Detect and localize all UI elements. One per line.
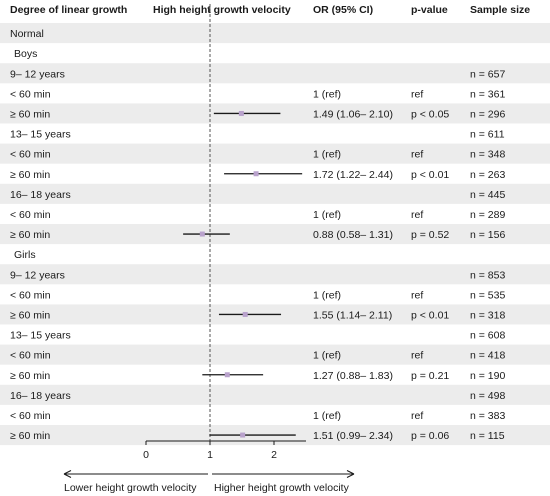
or-value: 1 (ref) (313, 410, 341, 422)
row-label: < 60 min (10, 149, 51, 161)
or-value: 1.72 (1.22– 2.44) (313, 169, 393, 181)
row-band (0, 143, 550, 164)
row-label: 9– 12 years (10, 269, 65, 281)
arrow-left (63, 470, 208, 478)
header-p: p-value (411, 4, 448, 16)
row-label: ≥ 60 min (10, 309, 50, 321)
p-value: p = 0.06 (411, 430, 449, 442)
p-value: ref (411, 209, 423, 221)
sample-size: n = 190 (470, 370, 505, 382)
row-band (0, 264, 550, 285)
x-tick-label: 2 (271, 449, 277, 461)
sample-size: n = 263 (470, 169, 505, 181)
or-value: 1 (ref) (313, 289, 341, 301)
sample-size: n = 853 (470, 269, 505, 281)
row-label: Boys (14, 48, 37, 60)
arrow-left-label: Lower height growth velocity (64, 482, 197, 494)
p-value: ref (411, 350, 423, 362)
estimate-point (253, 171, 259, 177)
p-value: ref (411, 149, 423, 161)
p-value: p = 0.52 (411, 229, 449, 241)
sample-size: n = 348 (470, 149, 505, 161)
row-bands (0, 23, 550, 446)
p-value: p < 0.01 (411, 309, 449, 321)
estimate-point (240, 432, 246, 438)
row-label: 16– 18 years (10, 189, 71, 201)
row-label: < 60 min (10, 88, 51, 100)
sample-size: n = 296 (470, 108, 505, 120)
row-label: ≥ 60 min (10, 430, 50, 442)
row-band (0, 183, 550, 204)
row-label: < 60 min (10, 209, 51, 221)
p-value: p < 0.01 (411, 169, 449, 181)
row-label: 16– 18 years (10, 390, 71, 402)
p-value: ref (411, 410, 423, 422)
sample-size: n = 535 (470, 289, 505, 301)
sample-size: n = 318 (470, 309, 505, 321)
sample-size: n = 361 (470, 88, 505, 100)
p-value: p = 0.21 (411, 370, 449, 382)
row-label: 9– 12 years (10, 68, 65, 80)
sample-size: n = 289 (470, 209, 505, 221)
arrow-right-label: Higher height growth velocity (214, 482, 350, 494)
arrow-right (212, 470, 355, 478)
or-value: 1 (ref) (313, 209, 341, 221)
header-category: Degree of linear growth (10, 4, 127, 16)
row-band (0, 224, 550, 245)
or-value: 1.27 (0.88– 1.83) (313, 370, 393, 382)
header-or: OR (95% CI) (313, 4, 373, 16)
sample-size: n = 115 (470, 430, 505, 442)
row-label: 13– 15 years (10, 129, 71, 141)
p-value: ref (411, 88, 423, 100)
estimate-marks (183, 110, 303, 438)
p-value: ref (411, 289, 423, 301)
header-plot: High height growth velocity (153, 4, 291, 16)
sample-size: n = 657 (470, 68, 505, 80)
row-label: < 60 min (10, 289, 51, 301)
or-value: 1.51 (0.99– 2.34) (313, 430, 393, 442)
row-label: ≥ 60 min (10, 229, 50, 241)
or-value: 1.49 (1.06– 2.10) (313, 108, 393, 120)
estimate-point (242, 311, 248, 317)
sample-size: n = 611 (470, 129, 505, 141)
or-value: 1 (ref) (313, 350, 341, 362)
or-value: 0.88 (0.58– 1.31) (313, 229, 393, 241)
estimate-point (238, 110, 244, 116)
sample-size: n = 498 (470, 390, 505, 402)
x-tick-label: 0 (143, 449, 149, 461)
row-label: Normal (10, 28, 44, 40)
header-sample-size: Sample size (470, 4, 530, 16)
or-value: 1 (ref) (313, 149, 341, 161)
or-value: 1.55 (1.14– 2.11) (313, 309, 392, 321)
x-axis: 0 1 2 (143, 440, 306, 461)
or-value: 1 (ref) (313, 88, 341, 100)
row-label: ≥ 60 min (10, 370, 50, 382)
row-label: < 60 min (10, 350, 51, 362)
row-band (0, 384, 550, 405)
row-band (0, 23, 550, 44)
row-label: 13– 15 years (10, 330, 71, 342)
estimate-point (199, 231, 205, 237)
arrow-right-head (346, 470, 355, 478)
sample-size: n = 608 (470, 330, 505, 342)
row-label: ≥ 60 min (10, 169, 50, 181)
x-tick-label: 1 (207, 449, 213, 461)
row-label: Girls (14, 249, 36, 261)
row-band (0, 344, 550, 365)
p-value: p < 0.05 (411, 108, 449, 120)
table-cells: Normal Boys 9– 12 years n = 657 < 60 min 1 (r… (10, 28, 505, 442)
row-label: < 60 min (10, 410, 51, 422)
row-label: ≥ 60 min (10, 108, 50, 120)
sample-size: n = 418 (470, 350, 505, 362)
sample-size: n = 445 (470, 189, 505, 201)
sample-size: n = 383 (470, 410, 505, 422)
estimate-point (224, 372, 230, 378)
arrow-left-head (63, 470, 72, 478)
sample-size: n = 156 (470, 229, 505, 241)
row-band (0, 63, 550, 84)
